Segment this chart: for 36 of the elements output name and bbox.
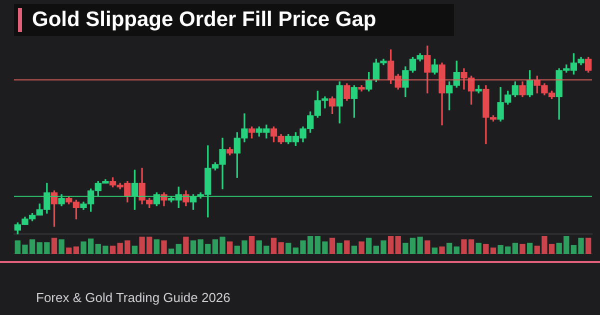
bar — [520, 244, 526, 254]
bar — [388, 236, 394, 254]
bar — [424, 240, 430, 254]
bar — [432, 248, 438, 254]
bar — [161, 240, 167, 254]
bar — [66, 248, 72, 254]
bar — [586, 238, 592, 254]
bar — [526, 242, 533, 254]
bar — [183, 236, 189, 254]
bar — [395, 236, 401, 254]
bar — [58, 239, 64, 254]
bar — [329, 238, 336, 254]
bar — [110, 246, 116, 254]
bar — [476, 242, 482, 254]
bar — [490, 248, 496, 254]
chart-title: Gold Slippage Order Fill Price Gap — [32, 8, 376, 32]
bar — [51, 238, 58, 254]
bar — [176, 244, 182, 254]
bar — [358, 241, 364, 254]
bar — [439, 246, 445, 254]
bar — [454, 246, 460, 254]
bar — [132, 246, 138, 254]
bar — [286, 242, 292, 254]
bar — [483, 244, 489, 254]
bar — [344, 240, 350, 254]
bar — [336, 242, 342, 254]
bar — [227, 241, 233, 254]
bar — [512, 242, 518, 254]
bar — [366, 238, 372, 254]
bar — [154, 239, 160, 254]
bar — [248, 236, 255, 254]
bar — [446, 242, 452, 254]
bar — [351, 246, 358, 254]
bar — [168, 248, 174, 254]
bar — [73, 246, 80, 254]
text: Forex & Gold Trading Guide 2026 — [36, 290, 230, 305]
